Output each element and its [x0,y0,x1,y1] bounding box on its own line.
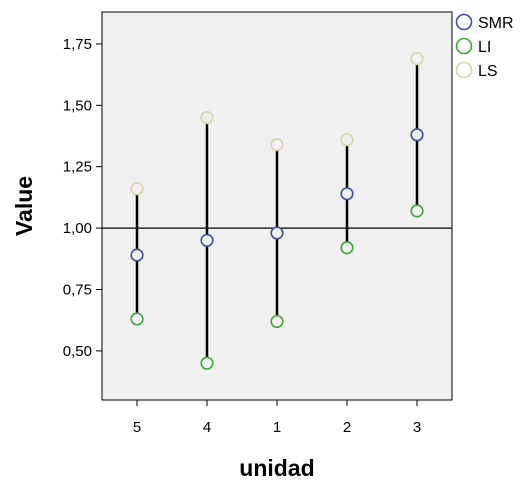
data-points [130,52,424,370]
point-ls [130,182,144,196]
point-smr [270,226,284,240]
legend-label: SMR [478,15,514,32]
legend-label: LI [478,39,491,56]
y-tick-label: 1,75 [63,36,92,53]
point-smr [410,128,424,142]
point-smr [130,248,144,262]
y-axis: 0,50 0,75 1,00 1,25 1,50 1,75 [63,36,102,360]
y-tick-label: 1,25 [63,159,92,176]
x-axis-title: unidad [239,455,314,481]
point-ls [340,133,354,147]
x-tick-label: 1 [273,419,281,436]
point-li [340,241,354,255]
x-tick-label: 5 [133,419,141,436]
legend-marker-smr [455,13,473,31]
x-tick-label: 2 [343,419,351,436]
x-axis: 5 4 1 2 3 [133,400,421,436]
legend: SMR LI LS [455,13,514,80]
point-li [270,314,284,329]
y-axis-title: Value [11,176,37,236]
y-tick-label: 0,75 [63,281,92,298]
point-ls [200,110,214,125]
legend-label: LS [478,63,498,80]
point-ls [410,52,424,66]
point-li [130,312,144,326]
point-ls [270,138,284,152]
y-tick-label: 0,50 [63,343,92,360]
point-li [200,356,214,370]
point-li [410,204,424,218]
legend-marker-ls [455,61,473,79]
point-smr [340,187,354,201]
y-tick-label: 1,50 [63,97,92,114]
point-smr [200,233,214,247]
x-tick-label: 4 [203,419,211,436]
legend-marker-li [455,37,473,55]
x-tick-label: 3 [413,419,421,436]
y-tick-label: 1,00 [63,220,92,237]
